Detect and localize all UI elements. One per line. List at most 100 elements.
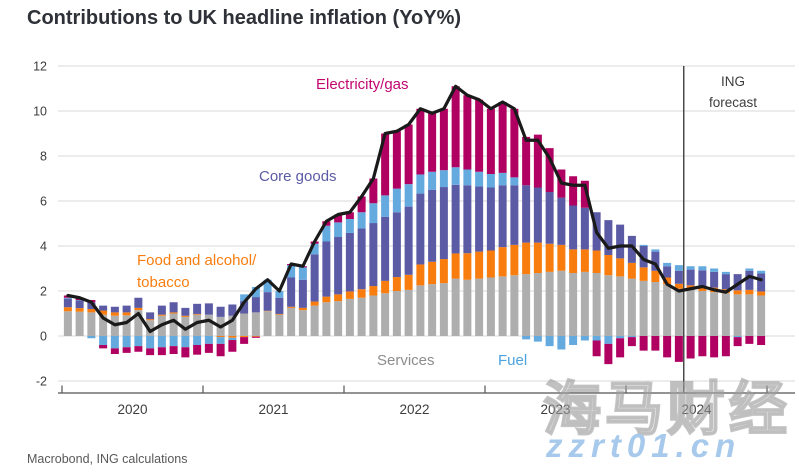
bar-segment [110,306,119,313]
bar-segment [75,308,84,312]
bar-segment [228,340,237,352]
bar-segment [110,348,119,354]
bar-segment [146,320,155,336]
bar-segment [627,262,636,279]
forecast-label: ING forecast [694,71,772,113]
bar-segment [99,314,108,336]
bar-segment [169,302,178,313]
bar-segment [757,291,766,296]
bar-segment [663,266,672,278]
bar-segment [193,313,202,315]
bar-segment [263,292,272,311]
bar-segment [322,296,331,303]
bar-segment [263,311,272,336]
bar-segment [522,185,531,243]
y-axis-tick-label: 0 [40,330,47,344]
bar-segment [604,343,613,365]
bar-segment [87,336,96,339]
bar-segment [369,178,378,204]
bar-segment [522,336,531,340]
bar-segment [686,266,695,270]
bar-segment [87,309,96,313]
bar-segment [616,336,625,339]
bar-segment [627,278,636,336]
bar-segment [721,271,730,275]
bar-segment [733,336,742,338]
bar-segment [428,189,437,262]
bar-segment [310,243,319,255]
bar-segment [580,207,589,250]
forecast-label-line1: ING [720,74,745,89]
bar-segment [381,280,390,294]
bar-segment [122,312,131,316]
bar-segment [639,336,648,351]
bar-segment [310,305,319,336]
bar-segment [334,222,343,237]
bar-segment [757,336,766,345]
bar-segment [322,225,331,242]
bar-segment [216,336,225,338]
bar-segment [627,337,636,347]
bar-segment [322,241,331,297]
bar-segment [439,259,448,284]
bar-segment [181,315,190,317]
bar-segment [486,108,495,174]
series-label-food-line2: tobacco [137,274,190,291]
bar-segment [240,337,249,344]
bar-segment [369,286,378,296]
bar-segment [146,312,155,320]
bar-segment [627,235,636,263]
bar-segment [322,302,331,336]
bar-segment [592,340,601,357]
bar-segment [475,171,484,187]
bar-segment [757,270,766,274]
bar-segment [369,295,378,336]
bar-segment [287,307,296,336]
bar-segment [228,304,237,316]
bar-segment [428,284,437,336]
bar-segment [204,343,213,353]
bar-segment [298,310,307,336]
bar-segment [475,278,484,336]
bar-segment [392,131,401,189]
bar-segment [498,247,507,277]
x-axis-year-label: 2022 [399,402,429,417]
bar-segment [345,219,354,233]
bar-segment [592,336,601,341]
bar-segment [416,264,425,286]
bar-segment [157,314,166,316]
bar-segment [674,283,683,289]
bar-segment [392,277,401,291]
headline-inflation-line [66,84,763,334]
bar-segment [181,307,190,316]
bar-segment [228,336,237,338]
bar-segment [146,348,155,356]
bar-segment [251,336,260,338]
bar-segment [146,319,155,321]
bar-segment [428,113,437,172]
bar-segment [545,192,554,244]
bar-segment [486,187,495,251]
bar-segment [522,242,531,275]
bar-segment [416,174,425,194]
bar-segment [592,273,601,336]
bar-segment [298,307,307,311]
bar-segment [745,294,754,336]
bar-segment [263,279,272,293]
bar-segment [604,336,613,344]
bar-segment [216,306,225,317]
bar-segment [169,346,178,354]
bar-segment [545,336,554,347]
bar-segment [228,337,237,341]
bar-segment [698,270,707,287]
x-axis-year-label: 2024 [681,402,712,417]
bar-segment [498,172,507,186]
y-axis-tick-label: 12 [33,60,47,74]
bar-segment [357,212,366,229]
bar-segment [733,337,742,347]
bar-segment [616,276,625,336]
bar-segment [251,336,260,337]
bar-segment [721,293,730,336]
bar-segment [193,345,202,355]
bar-segment [510,244,519,276]
